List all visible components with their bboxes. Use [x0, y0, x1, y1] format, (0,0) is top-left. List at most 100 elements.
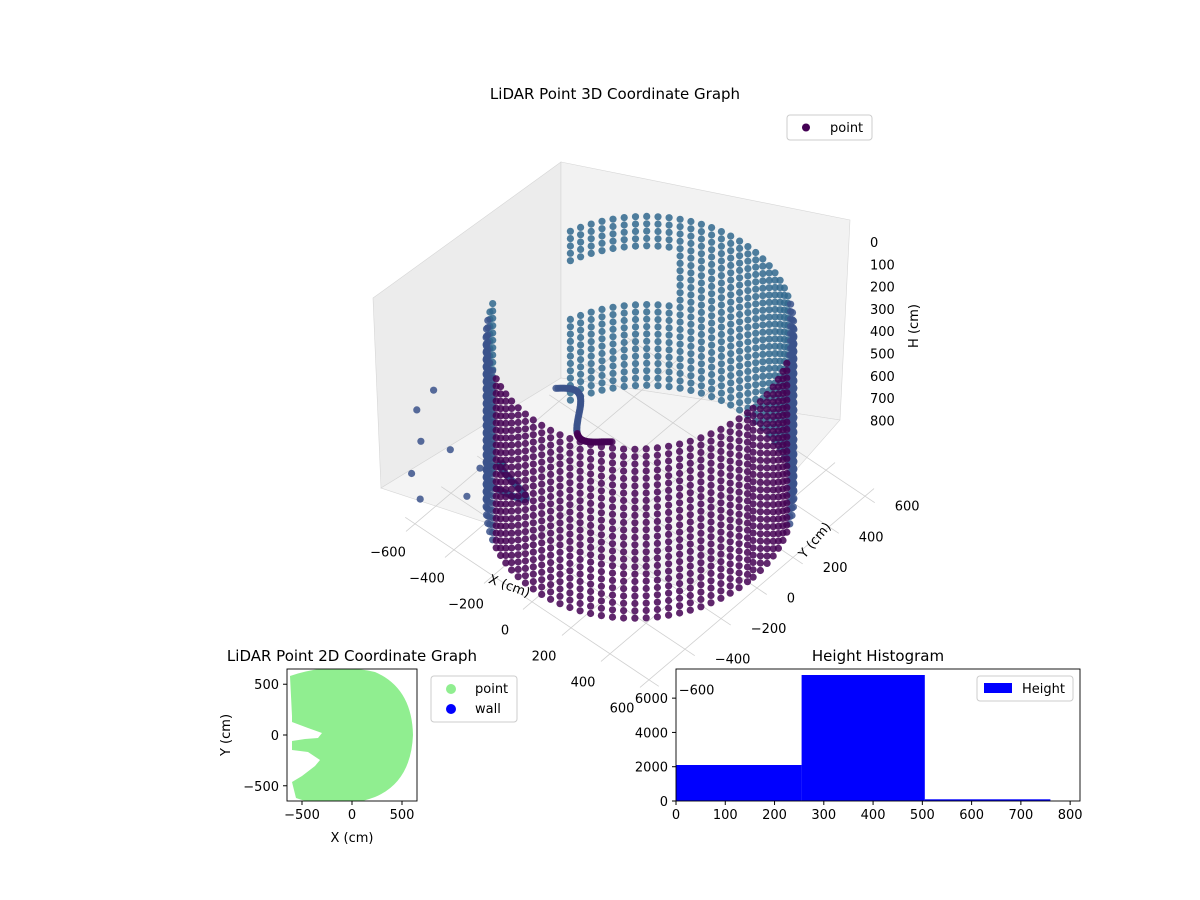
data-point-3d: [676, 311, 684, 319]
data-point-3d: [676, 440, 684, 448]
data-point-3d: [736, 318, 744, 326]
data-point-3d: [566, 530, 574, 538]
data-point-3d: [708, 268, 716, 276]
data-point-3d: [497, 449, 505, 457]
data-point-3d: [774, 405, 783, 413]
data-point-3d: [482, 342, 491, 350]
data-point-3d: [771, 357, 779, 365]
data-point-3d: [654, 345, 662, 353]
data-point-3d: [597, 487, 606, 495]
legend-2d-label-point: point: [475, 682, 508, 697]
data-point-3d: [556, 556, 564, 564]
data-point-3d: [676, 223, 684, 231]
x-tick-label-3d: 400: [571, 675, 596, 690]
data-point-3d: [763, 464, 771, 472]
data-point-3d: [707, 525, 715, 534]
data-point-3d: [608, 488, 617, 496]
data-point-3d: [608, 459, 617, 467]
data-point-3d: [547, 500, 555, 508]
data-point-3d: [598, 239, 606, 247]
data-point-3d: [597, 509, 606, 517]
data-point-3d: [566, 227, 575, 235]
data-point-3d: [743, 556, 752, 564]
data-point-3d: [556, 563, 564, 571]
data-point-3d: [687, 357, 695, 365]
data-point-3d: [756, 544, 765, 553]
data-point-3d: [769, 383, 777, 391]
data-point-3d: [576, 533, 584, 542]
grid-line: [639, 488, 875, 688]
data-point-3d: [756, 486, 765, 494]
data-point-3d: [697, 264, 706, 272]
data-point-3d: [763, 412, 771, 421]
data-point-3d: [547, 470, 555, 478]
data-point-3d: [547, 595, 555, 603]
data-point-3d: [743, 438, 752, 446]
data-point-3d: [502, 427, 510, 435]
z-tick-label-3d: 600: [870, 370, 895, 385]
data-point-3d: [620, 467, 628, 475]
data-point-3d: [771, 350, 779, 358]
data-point-3d: [749, 448, 757, 456]
data-point-3d: [514, 433, 522, 441]
data-point-3d: [631, 577, 639, 586]
data-point-3d: [529, 504, 537, 512]
data-point-3d: [620, 221, 628, 229]
x-tick-label-3d: −200: [448, 597, 484, 612]
data-point-3d: [514, 529, 522, 537]
data-point-3d: [521, 550, 530, 558]
data-point-3d: [752, 366, 760, 374]
data-point-3d: [717, 272, 726, 280]
data-point-3d: [769, 398, 777, 406]
data-point-3d: [642, 584, 650, 593]
data-point-3d: [765, 364, 773, 373]
data-point-3d: [749, 470, 757, 478]
data-point-3d: [771, 283, 779, 292]
data-point-3d: [620, 375, 628, 383]
data-point-3d: [538, 554, 546, 562]
data-point-3d: [707, 430, 715, 438]
data-point-3d: [538, 436, 546, 444]
data-point-3d: [743, 475, 752, 483]
data-point-3d: [686, 591, 694, 600]
data-point-3d: [576, 555, 584, 564]
data-point-3d: [759, 350, 767, 358]
data-point-3d: [774, 427, 783, 435]
data-point-3d: [620, 302, 628, 310]
data-point-3d: [665, 523, 673, 531]
data-point-3d: [686, 540, 694, 548]
data-point-3d: [631, 526, 639, 534]
data-point-3d: [529, 511, 537, 520]
data-point-3d: [749, 441, 757, 449]
data-point-3d: [726, 501, 734, 509]
data-point-3d: [497, 529, 505, 538]
data-point-3d: [566, 235, 575, 243]
data-point-3d: [597, 604, 606, 612]
data-point-3d: [653, 473, 662, 481]
data-point-3d: [756, 449, 765, 457]
data-point-3d: [538, 451, 546, 459]
data-point-3d: [508, 434, 516, 442]
chart-2d: LiDAR Point 2D Coordinate Graph −500 0 500…: [219, 647, 518, 846]
data-point-3d: [727, 254, 735, 262]
data-point-3d: [744, 316, 752, 324]
data-point-3d: [643, 227, 651, 235]
data-point-3d: [676, 455, 684, 463]
data-point-3d: [763, 515, 771, 524]
data-point-3d: [687, 386, 695, 394]
data-point-3d: [587, 492, 595, 500]
data-point-3d: [538, 509, 546, 518]
data-point-3d: [726, 435, 734, 443]
legend-2d-marker-point: [446, 684, 456, 694]
data-point-3d: [763, 479, 771, 487]
legend-histogram-label: Height: [1022, 682, 1065, 697]
chart-3d: LiDAR Point 3D Coordinate Graph −600−400…: [370, 85, 922, 716]
data-point-3d: [654, 308, 662, 316]
data-point-3d: [697, 279, 706, 287]
data-point-3d: [508, 478, 516, 486]
data-point-3d: [727, 313, 735, 321]
data-point-3d: [707, 481, 715, 489]
data-point-3d: [736, 303, 744, 311]
data-point-3d: [653, 525, 662, 533]
data-point-3d: [717, 513, 725, 522]
